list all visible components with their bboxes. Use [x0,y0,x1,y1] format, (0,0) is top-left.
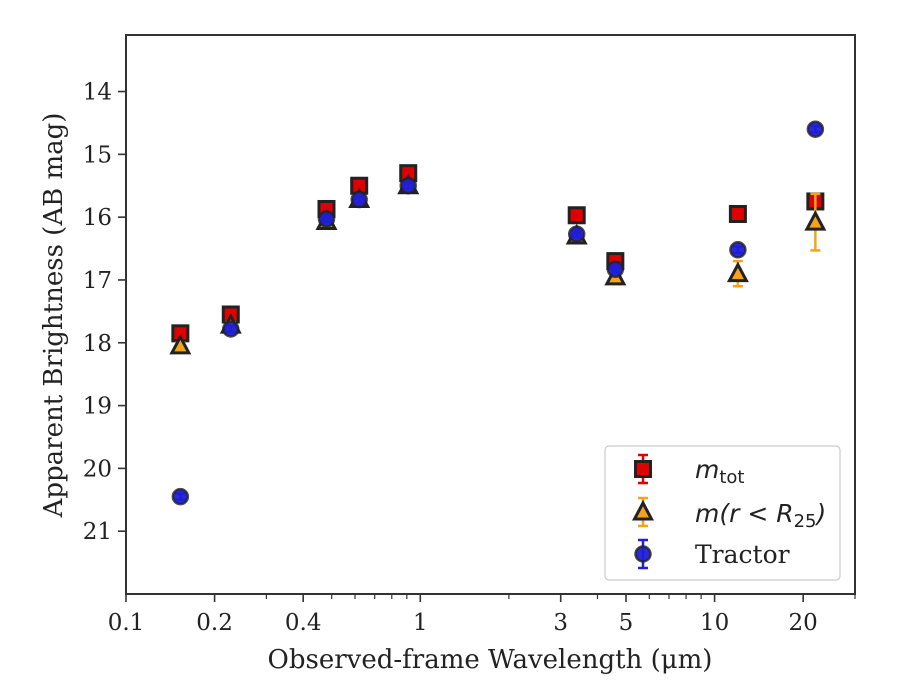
x-tick-label: 0.2 [196,610,233,636]
point-tractor [399,176,417,195]
x-axis-label: Observed-frame Wavelength (μm) [268,645,713,675]
y-axis-ticks: 14 15 16 17 18 19 20 21 [83,80,126,545]
legend-mr25-main: m(r < R [695,499,794,528]
legend-frame [604,445,841,581]
legend-mtot-sub: tot [719,467,744,488]
x-axis-ticks: 0.1 0.2 0.4 1 3 5 10 20 [108,594,856,636]
legend-mtot-main: m [695,455,719,484]
legend-label-mtot: mtot [695,455,745,488]
point-tractor [317,210,336,228]
y-axis-label: Apparent Brightness (AB mag) [39,113,69,519]
x-tick-label: 0.4 [285,610,322,636]
point-mtot [728,205,747,224]
point-tractor [171,487,190,506]
legend-label-mr25: m(r < R25) [695,499,826,532]
y-tick-label: 17 [83,268,112,294]
point-tractor [222,320,240,338]
point-tractor [806,120,825,138]
legend-markers [632,453,654,570]
point-mr25 [726,261,749,283]
point-mtot [567,206,586,225]
x-tick-label: 1 [413,610,428,636]
x-tick-label: 5 [619,610,634,636]
y-tick-label: 21 [83,519,112,545]
legend: mtot m(r < R25) Tractor [604,445,841,581]
x-tick-label: 20 [789,610,818,636]
legend-mr25-sub: 25 [794,511,817,532]
point-tractor [606,260,625,279]
x-tick-label: 3 [553,610,568,636]
y-tick-label: 18 [83,331,112,357]
point-tractor [729,241,747,259]
y-tick-label: 16 [83,205,112,231]
legend-label-tractor: Tractor [695,540,790,569]
legend-marker-tractor [634,545,652,563]
legend-marker-mtot [634,460,652,478]
point-tractor [567,225,586,243]
y-tick-label: 15 [83,142,112,168]
y-tick-label: 20 [83,456,112,482]
point-tractor [350,190,368,209]
x-tick-label: 10 [700,610,729,636]
y-tick-label: 19 [83,394,112,420]
data-marks [169,120,827,506]
x-tick-label: 0.1 [108,610,145,636]
legend-marker-mr25 [632,499,654,521]
point-mr25 [804,209,827,231]
series-tractor [171,120,825,506]
point-mr25 [169,333,192,355]
y-tick-label: 14 [83,80,112,106]
legend-mr25-close: ) [815,499,827,528]
